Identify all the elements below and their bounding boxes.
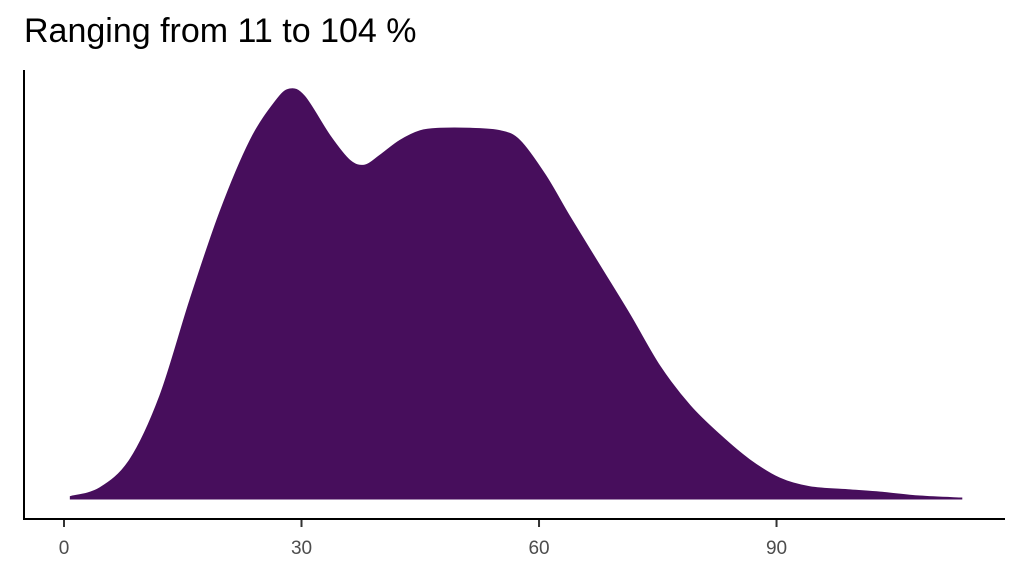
density-area: [69, 88, 963, 500]
chart-title: Ranging from 11 to 104 %: [24, 12, 417, 50]
x-tick-label: 60: [528, 538, 549, 559]
density-area-group: [69, 88, 963, 500]
x-tick-label: 30: [291, 538, 312, 559]
x-axis-ticks: 0 30 60 90: [59, 520, 787, 559]
x-tick-label: 90: [766, 538, 787, 559]
x-tick-label: 0: [59, 538, 70, 559]
